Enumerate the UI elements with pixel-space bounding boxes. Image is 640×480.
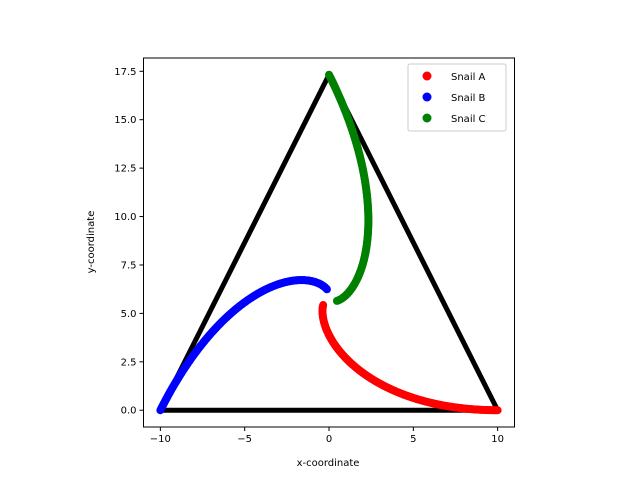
legend-marker xyxy=(422,113,432,123)
legend-marker xyxy=(422,92,432,102)
snail-paths xyxy=(156,70,502,415)
x-tick-label: 5 xyxy=(410,434,416,445)
x-tick-label: 10 xyxy=(491,434,504,445)
legend-box xyxy=(407,63,507,132)
legend-label: Snail A xyxy=(451,72,486,83)
y-tick-label: 7.5 xyxy=(121,260,137,271)
x-tick-label: −5 xyxy=(237,434,252,445)
legend-label: Snail B xyxy=(451,93,486,104)
legend-item: Snail B xyxy=(422,92,486,104)
x-tick-label: 0 xyxy=(326,434,332,445)
triangle-edges xyxy=(157,72,501,413)
x-axis-label: x-coordinate xyxy=(297,458,360,469)
series-snail-a xyxy=(318,301,502,415)
triangle-boundary xyxy=(157,72,501,413)
y-tick-label: 10.0 xyxy=(114,212,136,223)
y-axis-ticks: 0.0 2.5 5.0 7.5 10.0 12.5 15.0 17.5 xyxy=(114,67,144,417)
y-tick-label: 12.5 xyxy=(114,164,136,175)
y-tick-label: 2.5 xyxy=(121,357,137,368)
y-tick-label: 15.0 xyxy=(114,115,136,126)
series-snail-c xyxy=(325,70,373,305)
y-tick-label: 5.0 xyxy=(121,309,137,320)
x-tick-label: −10 xyxy=(150,434,171,445)
legend-item: Snail C xyxy=(422,113,486,125)
y-axis-label: y-coordinate xyxy=(86,211,97,274)
legend-item: Snail A xyxy=(422,71,486,83)
data-point xyxy=(319,301,328,310)
x-axis-ticks: −10 −5 0 5 10 xyxy=(150,427,504,445)
data-point xyxy=(332,296,341,305)
y-tick-label: 0.0 xyxy=(121,406,137,417)
series-snail-b xyxy=(156,276,331,415)
legend-marker xyxy=(422,71,432,81)
legend-label: Snail C xyxy=(451,114,486,125)
legend: Snail A Snail B Snail C xyxy=(407,63,507,132)
data-point xyxy=(322,285,331,294)
y-tick-label: 17.5 xyxy=(114,67,136,78)
